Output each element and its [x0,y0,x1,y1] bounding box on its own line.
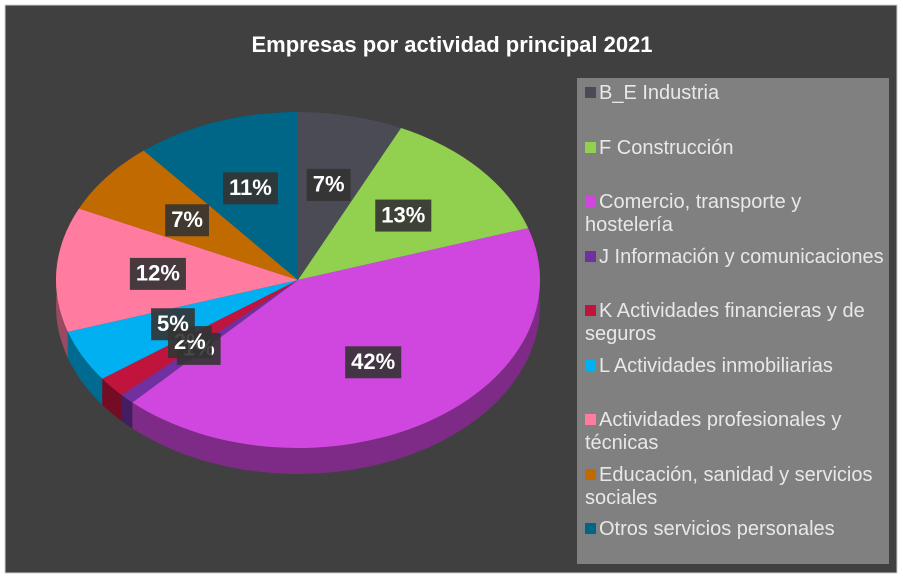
legend-label: Educación, sanidad y servicios sociales [585,463,873,509]
data-label: 12% [136,261,180,286]
pie-slice-side [67,331,103,405]
legend-swatch [585,468,596,480]
data-label-box [375,199,432,232]
chart-title: Empresas por actividad principal 2021 [251,32,652,57]
legend-label: B_E Industria [599,82,720,104]
legend-item: Educación, sanidad y servicios sociales [585,464,885,510]
legend-label: J Información y comunicaciones [599,245,884,268]
data-label: 5% [157,311,189,336]
data-label: 42% [351,349,395,374]
legend-label: Comercio, transporte y hostelería [585,191,802,236]
pie-slice [143,112,298,280]
legend-swatch [585,87,596,98]
data-label-box [306,168,351,201]
legend-label: L Actividades inmobiliarias [599,354,833,377]
data-label-box [345,346,402,379]
legend-item: Otros servicios personales [585,518,885,541]
legend-swatch [585,523,596,534]
legend-label: F Construcción [599,136,734,159]
data-label-box [223,172,278,205]
pie-slice [132,228,540,448]
legend-swatch [585,359,596,371]
legend-item: B_E Industria [585,82,885,105]
legend-item: Comercio, transporte y hostelería [585,191,885,237]
legend-label: K Actividades financieras y de seguros [585,300,865,345]
legend: B_E Industria F Construcción Comercio, tra… [577,78,889,564]
legend-item: L Actividades inmobiliarias [585,355,885,378]
legend-label: Actividades profesionales y técnicas [585,409,842,454]
legend-item: J Información y comunicaciones [585,246,885,269]
legend-swatch [585,141,596,153]
legend-item: Actividades profesionales y técnicas [585,409,885,455]
legend-item: F Construcción [585,137,885,160]
pie-slice-side [102,378,122,421]
legend-label: Otros servicios personales [599,518,835,540]
data-label: 11% [229,175,272,200]
legend-item: K Actividades financieras y de seguros [585,300,885,346]
pie-slice-side [121,395,133,429]
data-label-box [129,257,186,290]
pie-slice-side [132,228,541,474]
legend-swatch [585,414,596,425]
data-label: 13% [381,202,425,227]
legend-swatch [585,250,596,262]
data-label-box [165,204,209,237]
legend-swatch [585,196,596,207]
data-label: 7% [313,172,345,197]
data-label: 7% [171,207,203,232]
legend-swatch [585,305,596,316]
data-label-box [151,308,195,341]
